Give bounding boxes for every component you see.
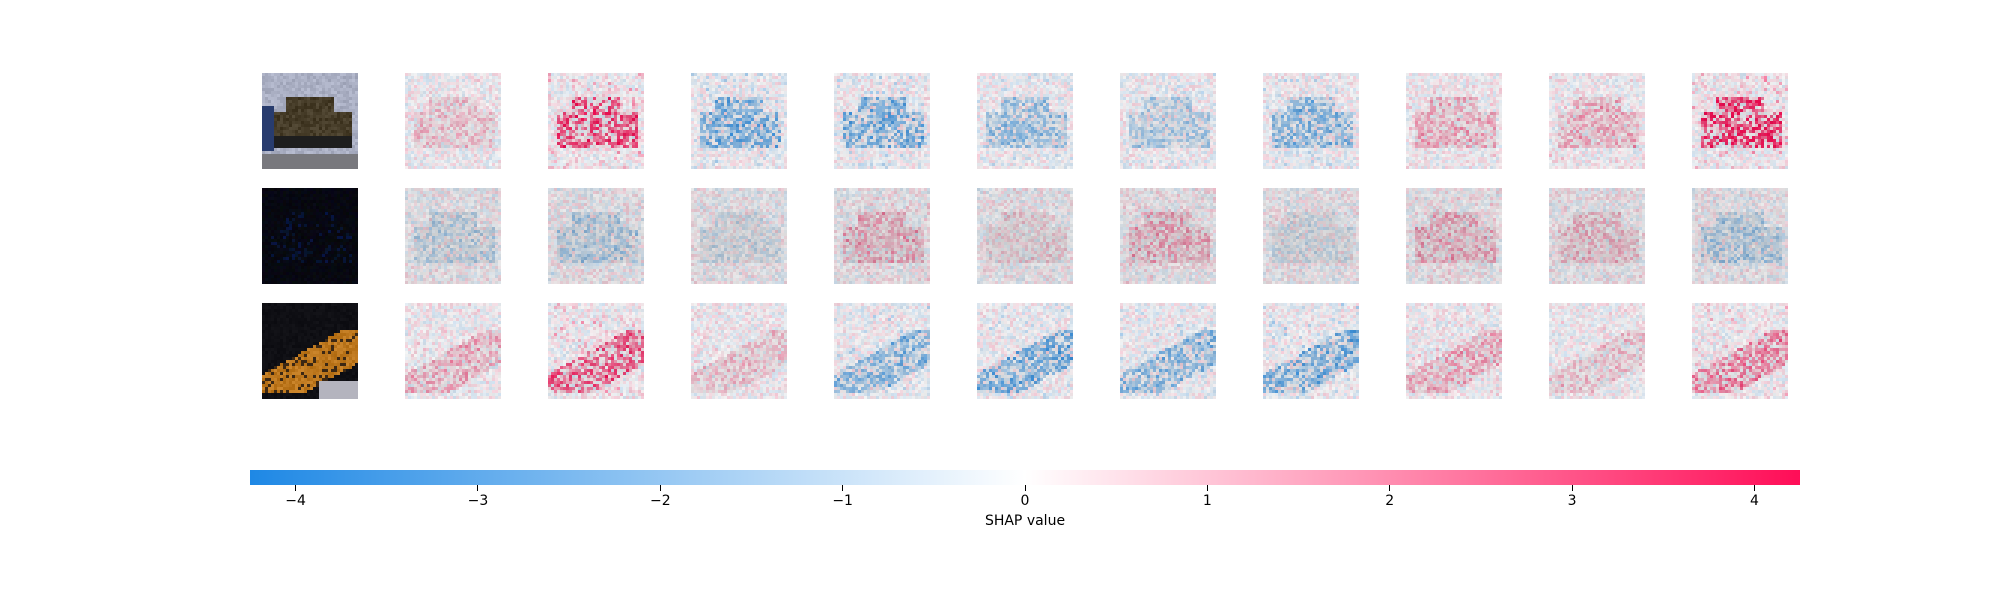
colorbar-label: SHAP value: [984, 513, 1066, 529]
car-photo-street: [262, 73, 358, 169]
colorbar-tick: [477, 485, 479, 491]
shap-heatmap: [1406, 188, 1502, 284]
shap-map-row-1-class-9: [1549, 73, 1645, 169]
shap-map-row-3-class-8: [1406, 303, 1502, 399]
shap-map-row-1-class-5: [977, 73, 1073, 169]
shap-heatmap: [1263, 73, 1359, 169]
shap-map-row-1-class-4: [834, 73, 930, 169]
input-image-row-1: [262, 73, 358, 169]
colorbar-tick-label: −1: [832, 493, 853, 509]
colorbar-tick: [295, 485, 297, 491]
shap-map-row-2-class-8: [1406, 188, 1502, 284]
colorbar-tick: [1024, 485, 1026, 491]
shap-heatmap: [1692, 188, 1788, 284]
shap-map-row-2-class-6: [1120, 188, 1216, 284]
shap-heatmap: [1549, 303, 1645, 399]
shap-heatmap: [405, 303, 501, 399]
shap-map-row-3-class-2: [548, 303, 644, 399]
shap-heatmap: [548, 73, 644, 169]
shap-map-row-2-class-9: [1549, 188, 1645, 284]
shap-map-row-3-class-3: [691, 303, 787, 399]
shap-heatmap: [1120, 188, 1216, 284]
shap-heatmap: [834, 73, 930, 169]
shap-heatmap: [1692, 73, 1788, 169]
input-image-row-2: [262, 188, 358, 284]
shap-map-row-1-class-2: [548, 73, 644, 169]
colorbar-tick-label: −2: [649, 493, 671, 509]
shap-heatmap: [1692, 303, 1788, 399]
shap-map-row-2-class-10: [1692, 188, 1788, 284]
shap-map-row-1-class-8: [1406, 73, 1502, 169]
colorbar-tick-label: −4: [285, 493, 306, 509]
shap-heatmap: [977, 188, 1073, 284]
shap-heatmap: [1263, 188, 1359, 284]
colorbar-tick: [842, 485, 844, 491]
shap-heatmap: [1549, 188, 1645, 284]
shap-heatmap: [405, 73, 501, 169]
shap-heatmap: [548, 188, 644, 284]
shap-heatmap: [977, 303, 1073, 399]
colorbar-tick: [1753, 485, 1755, 491]
shap-map-row-3-class-10: [1692, 303, 1788, 399]
shap-heatmap: [691, 188, 787, 284]
shap-map-row-3-class-1: [405, 303, 501, 399]
colorbar-tick-label: 0: [1020, 493, 1030, 509]
shap-map-row-1-class-6: [1120, 73, 1216, 169]
colorbar-tick: [1571, 485, 1573, 491]
shap-heatmap: [977, 73, 1073, 169]
shap-heatmap: [1406, 303, 1502, 399]
orange-car-photo: [262, 303, 358, 399]
colorbar-tick-label: −3: [467, 493, 489, 509]
shap-map-row-3-class-5: [977, 303, 1073, 399]
shap-heatmap: [1120, 303, 1216, 399]
shap-map-row-1-class-1: [405, 73, 501, 169]
input-image-row-3: [262, 303, 358, 399]
shap-map-row-2-class-2: [548, 188, 644, 284]
colorbar-tick: [659, 485, 661, 491]
shap-heatmap: [405, 188, 501, 284]
colorbar-tick-label: 2: [1385, 493, 1395, 509]
shap-heatmap: [834, 303, 930, 399]
shap-colorbar: [250, 470, 1800, 485]
shap-heatmap: [1120, 73, 1216, 169]
shap-heatmap: [1406, 73, 1502, 169]
colorbar-tick-label: 3: [1567, 493, 1577, 509]
colorbar-tick-label: 1: [1202, 493, 1212, 509]
shap-map-row-2-class-5: [977, 188, 1073, 284]
dark-car-photo: [262, 188, 358, 284]
colorbar-tick: [1206, 485, 1208, 491]
shap-heatmap: [834, 188, 930, 284]
shap-heatmap: [1263, 303, 1359, 399]
shap-map-row-2-class-4: [834, 188, 930, 284]
shap-map-row-2-class-1: [405, 188, 501, 284]
shap-map-row-3-class-4: [834, 303, 930, 399]
shap-map-row-3-class-6: [1120, 303, 1216, 399]
shap-map-row-1-class-7: [1263, 73, 1359, 169]
shap-map-row-2-class-3: [691, 188, 787, 284]
colorbar-tick-label: 4: [1749, 493, 1759, 509]
shap-map-row-2-class-7: [1263, 188, 1359, 284]
shap-heatmap: [548, 303, 644, 399]
shap-heatmap: [1549, 73, 1645, 169]
shap-map-row-1-class-3: [691, 73, 787, 169]
shap-heatmap: [691, 303, 787, 399]
shap-map-row-1-class-10: [1692, 73, 1788, 169]
shap-map-row-3-class-9: [1549, 303, 1645, 399]
colorbar-tick: [1389, 485, 1391, 491]
shap-heatmap: [691, 73, 787, 169]
shap-map-row-3-class-7: [1263, 303, 1359, 399]
